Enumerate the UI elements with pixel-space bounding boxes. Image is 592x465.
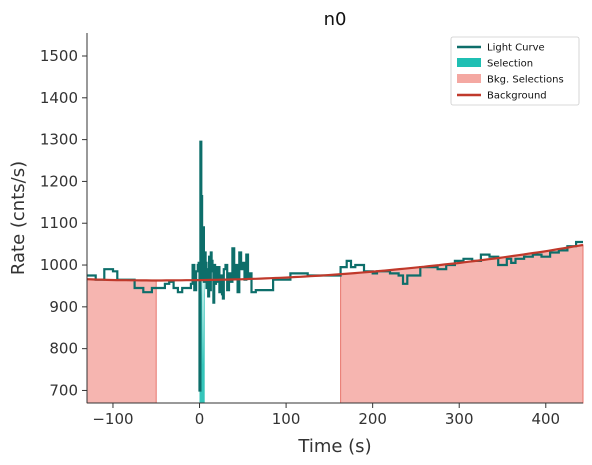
bkg-selection-layer — [86, 244, 584, 404]
legend-label: Background — [487, 91, 547, 102]
legend-items: Light Curve Selection Bkg. Selections Backg… — [457, 43, 564, 102]
x-tick-label: 300 — [445, 410, 474, 428]
chart-title: n0 — [324, 9, 347, 30]
x-axis-label: Time (s) — [297, 436, 371, 457]
y-tick-label: 1000 — [40, 256, 78, 274]
light-curve-layer — [87, 140, 583, 392]
legend-box — [450, 36, 580, 106]
legend-swatch — [457, 58, 481, 67]
legend-label: Light Curve — [487, 43, 545, 54]
y-tick-label: 1400 — [40, 89, 78, 107]
y-tick-label: 800 — [49, 340, 78, 358]
axes: −100 0 100 200 300 400 700 800 900 1000 1100 1200 1… — [40, 33, 583, 428]
bkg-selection-region — [340, 244, 584, 404]
x-ticks: −100 0 100 200 300 400 — [92, 403, 560, 428]
legend-label: Selection — [487, 59, 533, 70]
x-tick-label: 400 — [531, 410, 560, 428]
background-model-layer — [86, 243, 584, 282]
x-tick-label: 200 — [358, 410, 387, 428]
bkg-selection-region — [86, 278, 157, 404]
background-model-line — [86, 243, 584, 282]
legend: Light Curve Selection Bkg. Selections Backg… — [450, 36, 580, 106]
x-tick-label: 100 — [272, 410, 301, 428]
x-tick-label: −100 — [92, 410, 133, 428]
x-tick-label: 0 — [195, 410, 205, 428]
y-tick-label: 1100 — [40, 214, 78, 232]
light-curve-line — [87, 140, 583, 392]
legend-swatch — [457, 74, 481, 83]
legend-label: Bkg. Selections — [487, 75, 564, 86]
y-tick-label: 900 — [49, 298, 78, 316]
y-tick-label: 700 — [49, 381, 78, 399]
y-tick-label: 1500 — [40, 47, 78, 65]
y-tick-label: 1300 — [40, 131, 78, 149]
y-tick-label: 1200 — [40, 172, 78, 190]
y-ticks: 700 800 900 1000 1100 1200 1300 1400 1500 — [40, 47, 87, 399]
y-axis-label: Rate (cnts/s) — [8, 161, 29, 275]
plot-area — [86, 140, 584, 404]
